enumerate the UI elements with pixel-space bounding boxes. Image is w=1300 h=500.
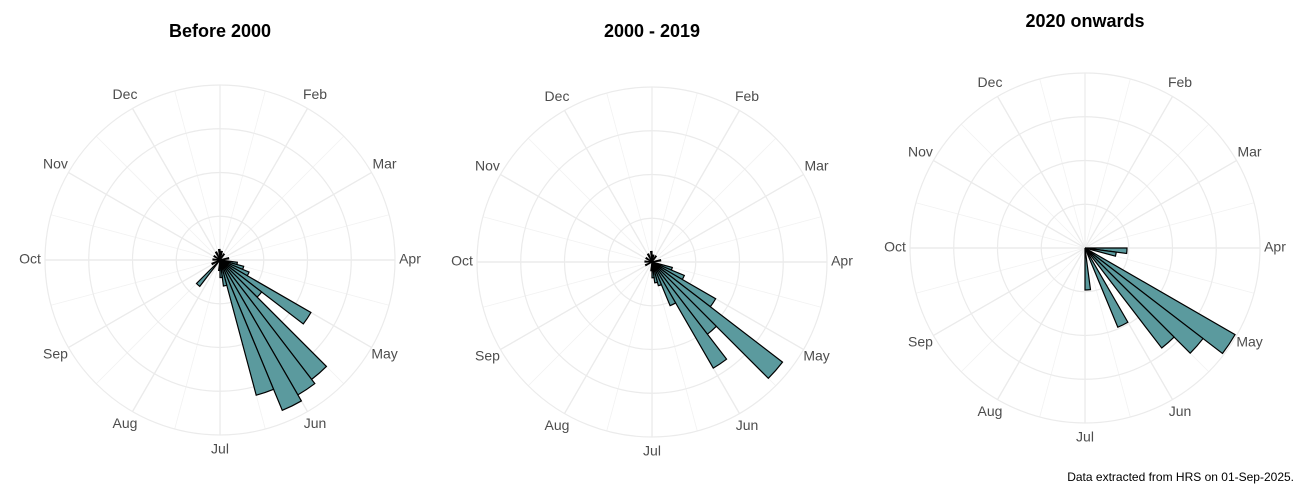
month-label: May [1236, 334, 1262, 350]
month-label: Sep [475, 348, 500, 364]
bar [1084, 247, 1204, 355]
month-label: Jul [211, 441, 229, 457]
grid-spoke [563, 110, 653, 263]
bar [219, 259, 312, 325]
grid-spoke [996, 96, 1086, 249]
bar [1084, 247, 1129, 329]
grid-spoke [500, 261, 653, 351]
bar [212, 258, 221, 261]
grid-spoke [933, 247, 1086, 337]
bar [651, 259, 662, 263]
bar [211, 259, 221, 266]
caption: Data extracted from HRS on 01-Sep-2025. [1067, 470, 1294, 484]
chart-title: Before 2000 [169, 21, 271, 41]
grid-spoke [68, 171, 221, 261]
bar [651, 261, 677, 307]
grid-spoke [131, 108, 221, 261]
bar [651, 261, 659, 284]
month-label: Aug [113, 415, 138, 431]
bar [644, 261, 653, 267]
bar [1084, 247, 1175, 349]
month-label: May [803, 348, 829, 364]
bar [219, 253, 226, 261]
chart-title: 2000 - 2019 [604, 21, 700, 41]
month-label: Mar [804, 158, 828, 174]
month-label: Sep [43, 346, 68, 362]
bar [1084, 247, 1236, 355]
month-label: Feb [735, 88, 759, 104]
bar [651, 261, 728, 369]
month-label: Oct [884, 239, 906, 255]
month-label: Oct [451, 253, 473, 269]
month-label: Dec [545, 88, 570, 104]
bar [649, 250, 653, 263]
grid-spoke [563, 261, 653, 414]
month-label: Nov [475, 158, 500, 174]
month-label: Nov [908, 144, 933, 160]
bar [217, 248, 221, 261]
month-label: Mar [372, 156, 396, 172]
month-label: Apr [1264, 239, 1286, 255]
grid-spoke [68, 259, 221, 349]
bar [645, 256, 653, 263]
bar [646, 253, 653, 263]
month-label: Jul [643, 443, 661, 459]
month-label: Jun [736, 417, 759, 433]
bar [213, 254, 221, 261]
month-label: Aug [978, 403, 1003, 419]
bar [651, 255, 658, 263]
grid-spoke [933, 159, 1086, 249]
month-label: Oct [19, 251, 41, 267]
grid-spoke [131, 259, 221, 412]
grid-spoke [651, 110, 741, 263]
grid-spoke [651, 173, 804, 263]
bar [219, 259, 303, 412]
grid-spoke [219, 108, 309, 261]
month-label: Jun [1169, 403, 1192, 419]
month-label: Apr [399, 251, 421, 267]
bar [644, 260, 653, 263]
bar [219, 257, 230, 261]
bar [651, 261, 663, 287]
chart-title: 2020 onwards [1025, 11, 1144, 31]
bar [219, 259, 228, 287]
bar [214, 251, 221, 261]
month-label: Jun [304, 415, 327, 431]
month-label: Mar [1237, 144, 1261, 160]
grid-spoke [500, 173, 653, 263]
month-label: Jul [1076, 429, 1094, 445]
month-label: Feb [303, 86, 327, 102]
month-label: Sep [908, 334, 933, 350]
bar [651, 261, 784, 380]
month-label: Apr [831, 253, 853, 269]
bar [195, 259, 221, 288]
bar [217, 259, 221, 272]
bar [650, 261, 653, 272]
month-label: Feb [1168, 74, 1192, 90]
month-label: Nov [43, 156, 68, 172]
month-label: Dec [113, 86, 138, 102]
month-label: Dec [978, 74, 1003, 90]
month-label: May [371, 346, 397, 362]
grid-spoke [1084, 159, 1237, 249]
bar [1084, 247, 1092, 291]
bar [219, 259, 275, 396]
grid-spoke [996, 247, 1086, 400]
grid-spoke [219, 171, 372, 261]
month-label: Aug [545, 417, 570, 433]
grid-spoke [1084, 96, 1174, 249]
bar [1084, 247, 1117, 257]
